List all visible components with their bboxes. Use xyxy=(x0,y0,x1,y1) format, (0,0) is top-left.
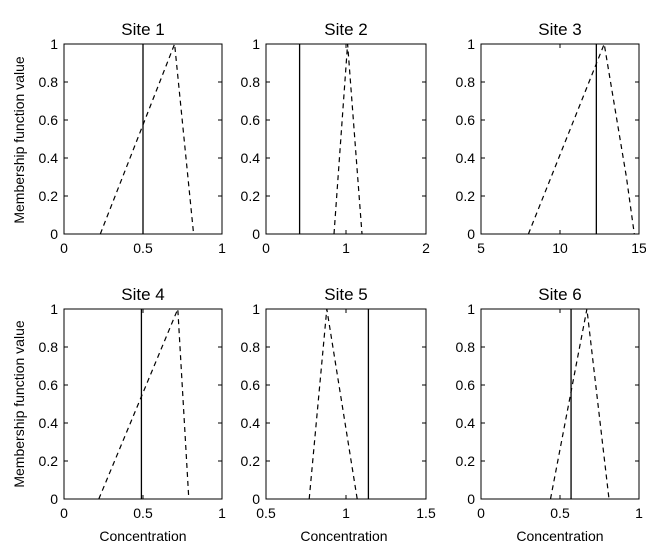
panel-3-ytick-label: 0.2 xyxy=(456,188,476,204)
panel-5-xtick-label: 0.5 xyxy=(256,505,276,521)
panel-2-frame xyxy=(265,43,427,235)
panel-4-ytick-label: 0 xyxy=(50,491,58,507)
panel-6-xtick-label: 1 xyxy=(635,505,643,521)
panel-6-ytick-label: 0.2 xyxy=(456,453,476,469)
panel-3-ytick-label: 0 xyxy=(467,226,475,242)
panel-5-ytick-label: 1 xyxy=(252,301,260,317)
panel-6-membership-line xyxy=(549,308,610,500)
panel-1-ytick-label: 0.6 xyxy=(39,112,59,128)
panel-5-ytick-label: 0.2 xyxy=(241,453,261,469)
panel-5-xtick-label: 1.5 xyxy=(416,505,436,521)
panel-6-ytick-label: 1 xyxy=(467,301,475,317)
panel-3-xtick-label: 5 xyxy=(477,240,485,256)
panel-3-ytick-label: 1 xyxy=(467,36,475,52)
panel-1-ytick-label: 0.2 xyxy=(39,188,59,204)
panel-3-ytick-label: 0.8 xyxy=(456,74,476,90)
panel-6-xtick-label: 0.5 xyxy=(550,505,570,521)
y-axis-label-bottom: Membership function value xyxy=(11,320,27,488)
panel-3-membership-line xyxy=(527,41,635,235)
panel-1-ytick-label: 0 xyxy=(50,226,58,242)
panel-6-title: Site 6 xyxy=(538,285,581,304)
panel-6-xtick-label: 0 xyxy=(477,505,485,521)
panel-3-title: Site 3 xyxy=(538,20,581,39)
panel-2-ytick-label: 0.2 xyxy=(241,188,261,204)
panel-1-ytick-label: 0.8 xyxy=(39,74,59,90)
panel-5-title: Site 5 xyxy=(324,285,367,304)
panel-1-ytick-label: 1 xyxy=(50,36,58,52)
panel-6-ytick-label: 0.4 xyxy=(456,415,476,431)
panel-2-xtick-label: 2 xyxy=(422,240,430,256)
panel-4-ytick-label: 1 xyxy=(50,301,58,317)
panel-3-xtick-label: 10 xyxy=(552,240,568,256)
panel-2-ytick-label: 0.8 xyxy=(241,74,261,90)
panel-5-ytick-label: 0.4 xyxy=(241,415,261,431)
panel-4-xtick-label: 0.5 xyxy=(133,505,153,521)
panel-4-title: Site 4 xyxy=(121,285,164,304)
panel-4-ytick-label: 0.8 xyxy=(39,339,59,355)
panel-2-ytick-label: 0.4 xyxy=(241,150,261,166)
x-axis-label-col2: Concentration xyxy=(300,528,387,544)
y-axis-label-top: Membership function value xyxy=(11,56,27,224)
panel-2-ytick-label: 1 xyxy=(252,36,260,52)
panel-1-xtick-label: 0 xyxy=(60,240,68,256)
panel-4-frame xyxy=(63,308,223,500)
panel-2-xtick-label: 0 xyxy=(262,240,270,256)
panel-5-ytick-label: 0.6 xyxy=(241,377,261,393)
panel-3-ytick-label: 0.4 xyxy=(456,150,476,166)
panel-5-membership-line xyxy=(308,308,358,500)
panel-2-title: Site 2 xyxy=(324,20,367,39)
panel-2-xtick-label: 1 xyxy=(342,240,350,256)
panel-5-ytick-label: 0.8 xyxy=(241,339,261,355)
panel-1: Site 1 0 0.2 0.4 0.6 0.8 1 0 0.5 1 xyxy=(39,20,227,256)
panel-6-ytick-label: 0.6 xyxy=(456,377,476,393)
panel-5-ytick-label: 0 xyxy=(252,491,260,507)
panel-6-frame xyxy=(480,308,640,500)
panel-1-ytick-label: 0.4 xyxy=(39,150,59,166)
panel-1-xtick-label: 0.5 xyxy=(133,240,153,256)
panel-6-ytick-label: 0 xyxy=(467,491,475,507)
panel-5: Site 5 0 0.2 0.4 0.6 0.8 1 0.5 1 1.5 xyxy=(241,285,436,521)
panel-4-ytick-label: 0.6 xyxy=(39,377,59,393)
panel-3-frame xyxy=(480,43,640,235)
panel-1-xtick-label: 1 xyxy=(218,240,226,256)
x-axis-label-col3: Concentration xyxy=(516,528,603,544)
panel-5-frame xyxy=(265,308,427,500)
panel-3: Site 300.20.40.60.815 10 15 xyxy=(456,20,646,256)
panel-4-xtick-label: 1 xyxy=(218,505,226,521)
x-axis-label-col1: Concentration xyxy=(99,528,186,544)
panel-4: Site 4 0 0.2 0.4 0.6 0.8 1 0 0.5 1 xyxy=(39,285,227,521)
panel-4-ytick-label: 0.2 xyxy=(39,453,59,469)
panel-4-xtick-label: 0 xyxy=(60,505,68,521)
panel-6-ytick-label: 0.8 xyxy=(456,339,476,355)
panel-6: Site 6 0 0.2 0.4 0.6 0.8 1 0 0.5 1 xyxy=(456,285,644,521)
panel-4-ytick-label: 0.4 xyxy=(39,415,59,431)
panel-2: Site 2 0 0.2 0.4 0.6 0.8 1 0 1 2 xyxy=(241,20,431,256)
panel-2-ytick-label: 0 xyxy=(252,226,260,242)
panel-5-xtick-label: 1 xyxy=(342,505,350,521)
panel-3-xtick-label: 15 xyxy=(631,240,646,256)
panel-2-membership-line xyxy=(333,43,363,235)
panel-3-ytick-label: 0.6 xyxy=(456,112,476,128)
panel-2-ytick-label: 0.6 xyxy=(241,112,261,128)
panel-1-title: Site 1 xyxy=(121,20,164,39)
